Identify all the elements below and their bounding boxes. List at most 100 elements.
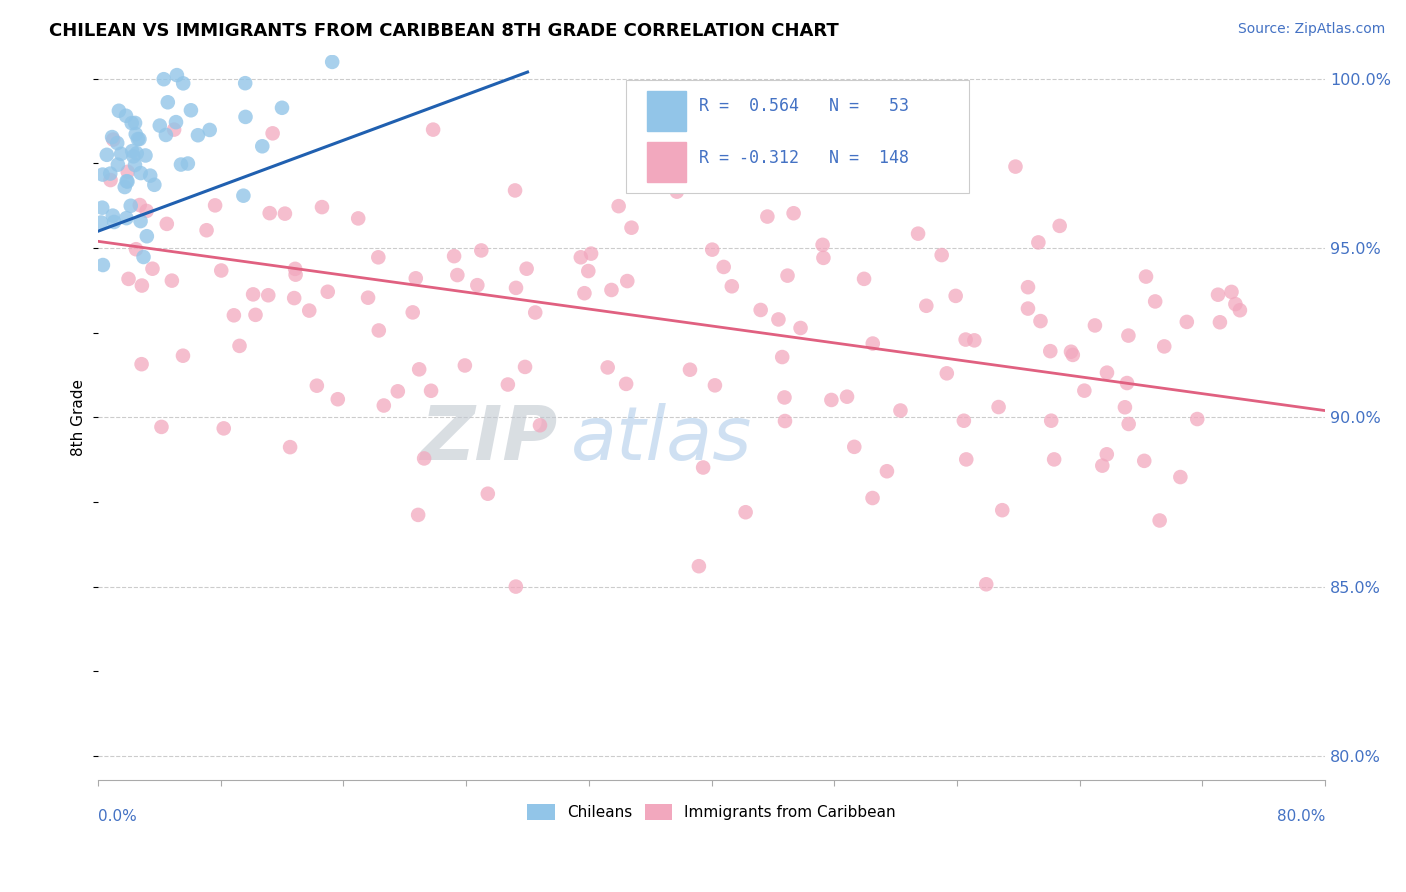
Point	[987, 400, 1010, 414]
Point	[141, 261, 163, 276]
Text: R =  0.564   N =   53: R = 0.564 N = 53	[699, 97, 910, 115]
Point	[195, 223, 218, 237]
Point	[768, 312, 790, 326]
Point	[149, 119, 172, 133]
Point	[1133, 454, 1156, 468]
Point	[135, 229, 157, 244]
Point	[262, 126, 284, 140]
Point	[413, 451, 436, 466]
Point	[127, 132, 149, 146]
Point	[233, 76, 256, 90]
Point	[122, 149, 145, 163]
Point	[513, 359, 536, 374]
Point	[503, 183, 526, 197]
Point	[1209, 315, 1232, 329]
Point	[702, 243, 724, 257]
Point	[120, 199, 142, 213]
Point	[228, 339, 250, 353]
Point	[420, 384, 443, 398]
Point	[1029, 314, 1052, 328]
Point	[235, 110, 257, 124]
Point	[172, 76, 194, 90]
Point	[108, 103, 131, 118]
Point	[125, 146, 148, 161]
Point	[811, 237, 834, 252]
Text: CHILEAN VS IMMIGRANTS FROM CARIBBEAN 8TH GRADE CORRELATION CHART: CHILEAN VS IMMIGRANTS FROM CARIBBEAN 8TH…	[49, 22, 839, 40]
Point	[820, 392, 842, 407]
Point	[105, 136, 128, 150]
Point	[1073, 384, 1095, 398]
Point	[91, 258, 114, 272]
Point	[1095, 366, 1118, 380]
Point	[124, 116, 146, 130]
Point	[1135, 269, 1157, 284]
Point	[311, 200, 333, 214]
Point	[1039, 344, 1062, 359]
Point	[242, 287, 264, 301]
Point	[915, 299, 938, 313]
Point	[782, 206, 804, 220]
Point	[749, 303, 772, 318]
Point	[955, 333, 977, 347]
Point	[115, 109, 138, 123]
Point	[579, 246, 602, 260]
Point	[131, 278, 153, 293]
Point	[945, 289, 967, 303]
Point	[1017, 301, 1039, 316]
Point	[283, 291, 305, 305]
Point	[1004, 160, 1026, 174]
Point	[1091, 458, 1114, 473]
Point	[91, 168, 114, 182]
Point	[1114, 401, 1136, 415]
Point	[103, 132, 125, 146]
Point	[1095, 447, 1118, 461]
Text: ZIP: ZIP	[420, 402, 558, 475]
Point	[110, 146, 132, 161]
Point	[963, 334, 986, 348]
Point	[316, 285, 339, 299]
Point	[505, 281, 527, 295]
Point	[454, 359, 477, 373]
Point	[160, 274, 183, 288]
Point	[367, 250, 389, 264]
Point	[212, 421, 235, 435]
Point	[1084, 318, 1107, 333]
Point	[889, 403, 911, 417]
Point	[862, 491, 884, 505]
Text: 80.0%: 80.0%	[1277, 808, 1324, 823]
Point	[204, 198, 226, 212]
Point	[773, 391, 796, 405]
Point	[131, 357, 153, 371]
Point	[257, 288, 280, 302]
Point	[470, 244, 492, 258]
Point	[222, 308, 245, 322]
Point	[862, 336, 884, 351]
Point	[935, 367, 957, 381]
Point	[132, 250, 155, 264]
Point	[128, 132, 150, 146]
Point	[347, 211, 370, 226]
Point	[1028, 235, 1050, 250]
Point	[187, 128, 209, 143]
Text: atlas: atlas	[571, 403, 752, 475]
Point	[402, 305, 425, 319]
Point	[665, 185, 688, 199]
Point	[620, 220, 643, 235]
Point	[600, 283, 623, 297]
Point	[139, 169, 162, 183]
Point	[321, 54, 343, 69]
Point	[1062, 348, 1084, 362]
Point	[1043, 452, 1066, 467]
Point	[1049, 219, 1071, 233]
Point	[134, 148, 156, 162]
Point	[117, 272, 139, 286]
Point	[1153, 339, 1175, 353]
Point	[166, 68, 188, 82]
Point	[172, 349, 194, 363]
Point	[177, 156, 200, 170]
Point	[405, 271, 427, 285]
Point	[143, 178, 166, 192]
Point	[876, 464, 898, 478]
Point	[529, 418, 551, 433]
Point	[129, 214, 152, 228]
